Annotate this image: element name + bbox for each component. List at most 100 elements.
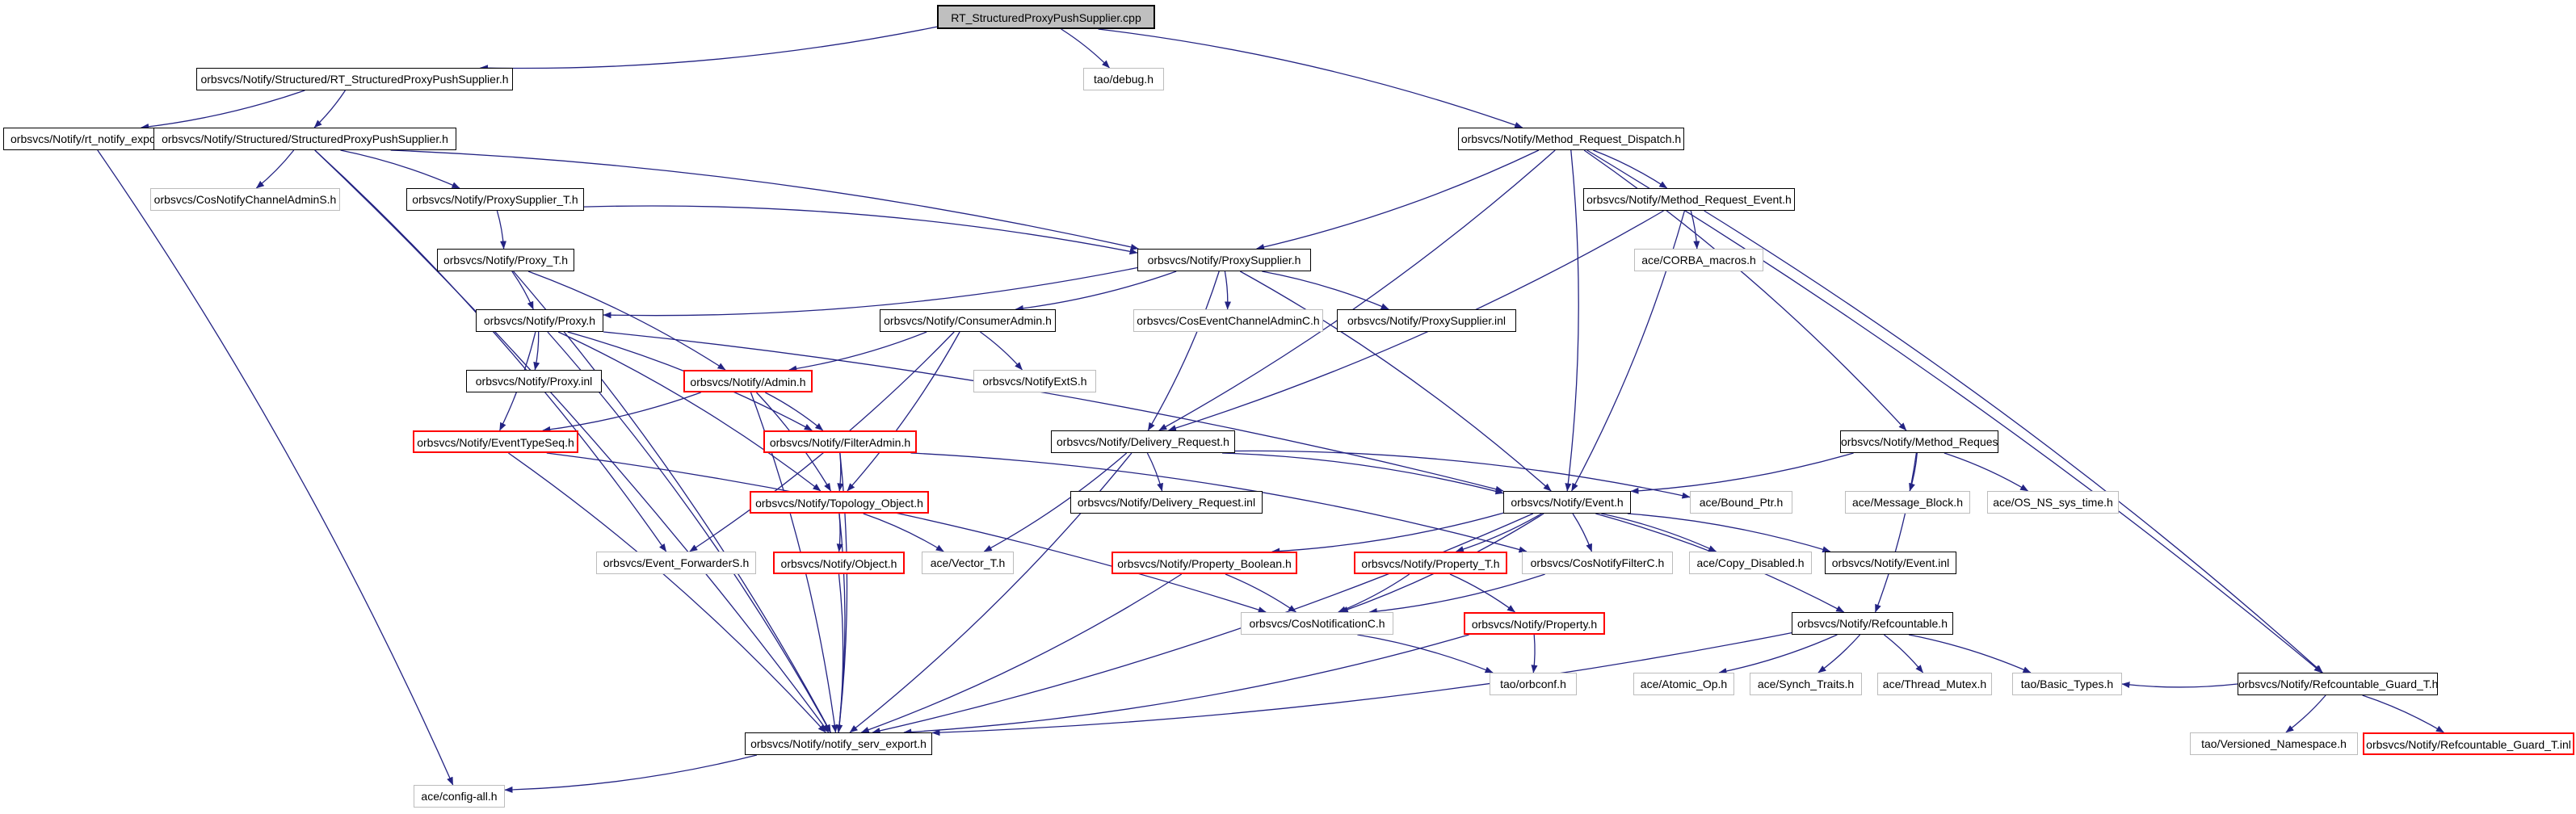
edge-struct_h-ps_t xyxy=(340,149,460,189)
graph-node-obj[interactable]: orbsvcs/Notify/Object.h xyxy=(773,552,905,574)
graph-node-vns[interactable]: tao/Versioned_Namespace.h xyxy=(2190,732,2358,755)
graph-node-prop[interactable]: orbsvcs/Notify/Property.h xyxy=(1464,612,1605,635)
graph-node-mr[interactable]: orbsvcs/Notify/Method_Request.h xyxy=(1840,430,1998,453)
edge-pb-nse xyxy=(860,573,1183,733)
graph-node-cons_admin[interactable]: orbsvcs/Notify/ConsumerAdmin.h xyxy=(880,309,1056,332)
graph-node-cnf[interactable]: orbsvcs/CosNotifyFilterC.h xyxy=(1522,552,1673,574)
graph-node-config_all[interactable]: ace/config-all.h xyxy=(414,785,505,808)
edge-dr-bound xyxy=(1234,450,1691,499)
graph-node-nse[interactable]: orbsvcs/Notify/notify_serv_export.h xyxy=(745,732,932,755)
edge-mre-corba xyxy=(1690,210,1700,250)
edge-mr-refc xyxy=(1874,452,1918,613)
graph-node-atomic[interactable]: ace/Atomic_Op.h xyxy=(1633,673,1734,695)
graph-node-cd[interactable]: ace/Copy_Disabled.h xyxy=(1689,552,1812,574)
edge-rg-vns xyxy=(2285,694,2326,733)
edge-event-einl xyxy=(1627,513,1831,553)
edge-mr-osns xyxy=(1944,452,2029,492)
edge-obj-nse xyxy=(836,573,844,733)
edge-prop-orbconf xyxy=(1531,634,1538,673)
graph-node-dr_inl[interactable]: orbsvcs/Notify/Delivery_Request.inl xyxy=(1070,491,1263,514)
edge-cons_admin-topo xyxy=(847,331,960,492)
graph-node-cosadmin_s[interactable]: orbsvcs/CosNotifyChannelAdminS.h xyxy=(150,188,340,211)
graph-node-tm[interactable]: ace/Thread_Mutex.h xyxy=(1877,673,1992,695)
edge-rt_h-struct_h xyxy=(313,90,346,128)
graph-node-debug[interactable]: tao/debug.h xyxy=(1083,68,1164,90)
graph-node-mb[interactable]: ace/Message_Block.h xyxy=(1845,491,1970,514)
edge-mr-event xyxy=(1630,452,1854,494)
graph-node-exts[interactable]: orbsvcs/NotifyExtS.h xyxy=(973,370,1096,392)
edge-ps-ps_inl xyxy=(1262,271,1389,310)
edge-pt-cosnc xyxy=(1338,573,1410,613)
graph-node-struct_h[interactable]: orbsvcs/Notify/Structured/StructuredProx… xyxy=(153,128,456,150)
graph-node-efs[interactable]: orbsvcs/Event_ForwarderS.h xyxy=(596,552,756,574)
graph-node-admin[interactable]: orbsvcs/Notify/Admin.h xyxy=(683,370,813,392)
graph-node-proxy_inl[interactable]: orbsvcs/Notify/Proxy.inl xyxy=(466,370,602,392)
graph-node-rt_export[interactable]: orbsvcs/Notify/rt_notify_export.h xyxy=(3,128,179,150)
graph-node-ps[interactable]: orbsvcs/Notify/ProxySupplier.h xyxy=(1137,249,1311,271)
edge-topo-vec xyxy=(863,513,944,552)
graph-node-pt[interactable]: orbsvcs/Notify/Property_T.h xyxy=(1354,552,1507,574)
edge-refc-synch xyxy=(1817,634,1861,673)
edge-admin-ets xyxy=(542,392,701,433)
edge-ps-cosevent_c xyxy=(1224,271,1231,310)
edge-refc-tm xyxy=(1884,634,1924,673)
graph-node-cosevent_c[interactable]: orbsvcs/CosEventChannelAdminC.h xyxy=(1133,309,1323,332)
edge-mrd-mr xyxy=(1583,149,1907,431)
graph-node-bt[interactable]: tao/Basic_Types.h xyxy=(2012,673,2122,695)
edge-dr-event xyxy=(1221,452,1504,495)
graph-node-mre[interactable]: orbsvcs/Notify/Method_Request_Event.h xyxy=(1583,188,1795,211)
graph-node-mrd[interactable]: orbsvcs/Notify/Method_Request_Dispatch.h xyxy=(1458,128,1684,150)
graph-node-corba[interactable]: ace/CORBA_macros.h xyxy=(1634,249,1763,271)
graph-node-pb[interactable]: orbsvcs/Notify/Property_Boolean.h xyxy=(1112,552,1297,574)
edge-rg-rginl xyxy=(2362,694,2444,733)
graph-node-einl[interactable]: orbsvcs/Notify/Event.inl xyxy=(1825,552,1956,574)
edge-cpp-rt_h xyxy=(480,26,938,72)
edge-rg-bt xyxy=(2121,682,2238,689)
edge-admin-fadmin xyxy=(765,392,824,431)
edge-nse-config_all xyxy=(504,754,758,793)
graph-node-ets[interactable]: orbsvcs/Notify/EventTypeSeq.h xyxy=(413,430,578,453)
edge-proxy-topo xyxy=(557,331,822,492)
graph-node-fadmin[interactable]: orbsvcs/Notify/FilterAdmin.h xyxy=(763,430,917,453)
graph-node-refc[interactable]: orbsvcs/Notify/Refcountable.h xyxy=(1792,612,1953,635)
graph-node-ps_t[interactable]: orbsvcs/Notify/ProxySupplier_T.h xyxy=(406,188,584,211)
graph-node-bound[interactable]: ace/Bound_Ptr.h xyxy=(1690,491,1792,514)
edge-ps_t-proxy_t xyxy=(496,210,506,250)
graph-node-rginl[interactable]: orbsvcs/Notify/Refcountable_Guard_T.inl xyxy=(2363,732,2574,755)
graph-node-cosnc[interactable]: orbsvcs/CosNotificationC.h xyxy=(1241,612,1393,635)
graph-node-osns[interactable]: ace/OS_NS_sys_time.h xyxy=(1987,491,2119,514)
edge-ets-nse xyxy=(508,452,826,733)
edge-dr-vec xyxy=(983,452,1128,552)
edge-mrd-dr xyxy=(1158,149,1556,431)
edge-cosnc-orbconf xyxy=(1357,634,1494,673)
edge-cpp-debug xyxy=(1061,28,1110,69)
edge-ps-dr xyxy=(1147,271,1220,431)
graph-node-proxy_t[interactable]: orbsvcs/Notify/Proxy_T.h xyxy=(437,249,574,271)
edge-refc-bt xyxy=(1908,634,2032,673)
graph-node-proxy[interactable]: orbsvcs/Notify/Proxy.h xyxy=(476,309,603,332)
edge-event-cd xyxy=(1601,513,1717,552)
edge-mrd-mre xyxy=(1593,149,1668,189)
edge-refc-atomic xyxy=(1718,634,1838,675)
graph-node-event[interactable]: orbsvcs/Notify/Event.h xyxy=(1503,491,1631,514)
graph-node-cpp[interactable]: RT_StructuredProxyPushSupplier.cpp xyxy=(937,5,1155,29)
edge-ps-cons_admin xyxy=(1015,271,1177,312)
edge-mre-dr xyxy=(1168,210,1664,431)
edge-ps_t-ps xyxy=(583,205,1138,255)
graph-node-topo[interactable]: orbsvcs/Notify/Topology_Object.h xyxy=(750,491,929,514)
graph-node-vec[interactable]: ace/Vector_T.h xyxy=(922,552,1014,574)
edge-cpp-mrd xyxy=(1098,28,1523,128)
graph-node-ps_inl[interactable]: orbsvcs/Notify/ProxySupplier.inl xyxy=(1337,309,1516,332)
graph-node-orbconf[interactable]: tao/orbconf.h xyxy=(1490,673,1577,695)
graph-node-rt_h[interactable]: orbsvcs/Notify/Structured/RT_StructuredP… xyxy=(196,68,513,90)
graph-node-synch[interactable]: ace/Synch_Traits.h xyxy=(1750,673,1862,695)
graph-node-dr[interactable]: orbsvcs/Notify/Delivery_Request.h xyxy=(1051,430,1235,453)
edge-proxy-proxy_inl xyxy=(533,331,540,371)
edge-refc-nse xyxy=(931,631,1792,736)
graph-node-rg[interactable]: orbsvcs/Notify/Refcountable_Guard_T.h xyxy=(2238,673,2438,695)
edge-mrd-event xyxy=(1565,149,1579,492)
edge-cons_admin-exts xyxy=(980,331,1023,371)
edge-proxy-event xyxy=(603,331,1504,493)
edge-prop-nse xyxy=(903,634,1469,736)
